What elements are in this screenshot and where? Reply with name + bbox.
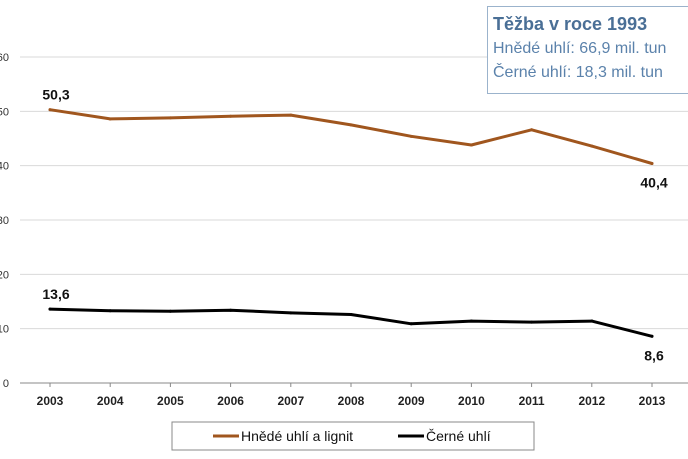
y-tick-label: 50 (0, 106, 9, 118)
gridlines (20, 56, 688, 330)
legend-label-1: Hnědé uhlí a lignit (241, 428, 353, 444)
x-tick-label: 2010 (458, 394, 485, 408)
data-point (650, 334, 654, 338)
x-tick-label: 2013 (639, 394, 666, 408)
production-1993-info-box: Těžba v roce 1993 Hnědé uhlí: 66,9 mil. … (487, 6, 688, 94)
data-point (409, 134, 413, 138)
data-label: 50,3 (42, 87, 69, 103)
data-labels: 50,3 40,4 13,6 8,6 (42, 87, 667, 364)
data-point (168, 116, 172, 120)
data-label: 13,6 (42, 286, 69, 302)
data-point (289, 311, 293, 315)
x-tick-label: 2008 (338, 394, 365, 408)
x-tick-label: 2009 (398, 394, 425, 408)
x-tick-label: 2004 (97, 394, 124, 408)
data-point (108, 117, 112, 121)
data-point (168, 309, 172, 313)
data-point (650, 161, 654, 165)
data-point (48, 108, 52, 112)
x-tick-label: 2011 (519, 394, 545, 408)
info-box-title: Těžba v roce 1993 (493, 14, 648, 34)
data-point (409, 322, 413, 326)
data-point (289, 113, 293, 117)
y-axis-ticks: 0 10 20 30 40 50 60 (0, 52, 9, 390)
data-point (229, 308, 233, 312)
data-point (349, 313, 353, 317)
x-tick-label: 2012 (578, 394, 605, 408)
y-tick-label: 60 (0, 52, 9, 64)
x-tick-label: 2003 (37, 394, 64, 408)
y-tick-label: 0 (3, 378, 9, 390)
data-point (469, 143, 473, 147)
legend-label-2: Černé uhlí (426, 428, 491, 444)
data-label: 8,6 (644, 347, 664, 363)
y-tick-label: 10 (0, 324, 9, 336)
x-axis-ticks: 2003 2004 2005 2006 2007 2008 2009 2010 2011 2012… (37, 383, 666, 408)
series-lines (48, 108, 654, 338)
info-box-brown-coal: Hnědé uhlí: 66,9 mil. tun (493, 40, 667, 57)
data-point (108, 309, 112, 313)
data-point (530, 128, 534, 132)
data-point (469, 319, 473, 323)
info-box-black-coal: Černé uhlí: 18,3 mil. tun (493, 64, 663, 81)
data-point (229, 114, 233, 118)
data-point (48, 307, 52, 311)
y-tick-label: 40 (0, 161, 9, 173)
data-point (590, 144, 594, 148)
data-point (349, 123, 353, 127)
x-tick-label: 2007 (277, 394, 304, 408)
x-tick-label: 2006 (217, 394, 244, 408)
x-tick-label: 2005 (157, 394, 184, 408)
data-point (590, 319, 594, 323)
legend: Hnědé uhlí a lignit Černé uhlí (171, 421, 535, 451)
series-line-1 (48, 108, 654, 165)
y-tick-label: 20 (0, 269, 9, 281)
data-point (530, 320, 534, 324)
y-tick-label: 30 (0, 215, 9, 227)
data-label: 40,4 (640, 174, 667, 190)
